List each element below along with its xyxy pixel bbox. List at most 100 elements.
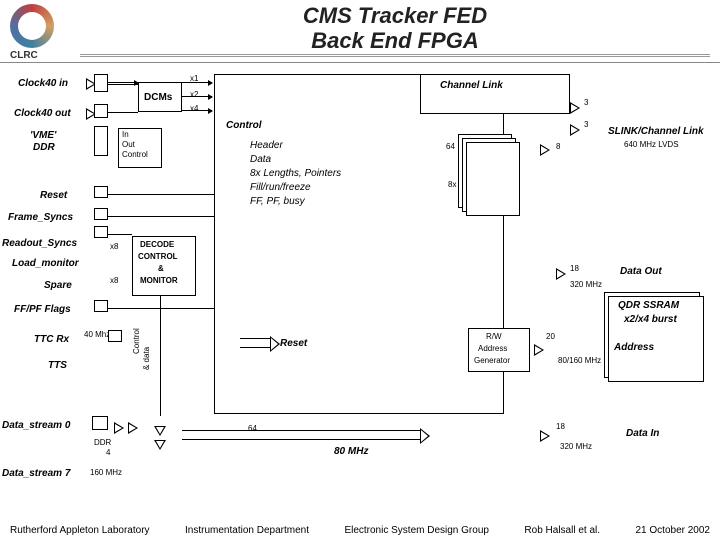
wire (108, 194, 214, 195)
footer-dept: Instrumentation Department (185, 525, 309, 536)
n-4b: 4 (106, 448, 110, 457)
buffer-icon (540, 144, 550, 156)
label-address: Address (614, 342, 654, 353)
wide-arrow-ds (182, 430, 422, 440)
label-reset: Reset (40, 190, 67, 201)
pad-box (94, 126, 108, 156)
label-qdr1: QDR SSRAM (618, 300, 679, 311)
pad-box (92, 416, 108, 430)
buffer-icon (114, 422, 124, 434)
n-ddr160a: DDR (94, 438, 111, 447)
label-rw1: R/W (486, 332, 502, 341)
title-line2: Back End FPGA (80, 29, 710, 53)
wire (108, 112, 138, 113)
label-ds7: Data_stream 7 (2, 468, 70, 479)
n-20: 20 (546, 332, 555, 341)
label-320a: 320 MHz (570, 280, 602, 289)
pad-box (108, 330, 122, 342)
label-reset2: Reset (280, 338, 307, 349)
logo: CLRC (10, 4, 70, 58)
label-x1: x1 (190, 74, 198, 83)
label-control-big: Control (226, 120, 262, 131)
logo-text: CLRC (10, 50, 70, 61)
label-header: Header (250, 140, 283, 151)
wire (108, 308, 214, 309)
pad-box (94, 186, 108, 198)
n-40mhz: 40 Mhz (84, 330, 110, 339)
n-160mhz: 160 MHz (90, 468, 122, 477)
label-ctrl: CONTROL (138, 252, 178, 261)
label-lens: 8x Lengths, Pointers (250, 168, 341, 179)
label-amp: & (158, 264, 164, 273)
buffer-down-icon (154, 440, 166, 450)
buffer-icon (534, 344, 544, 356)
label-ttc-rx: TTC Rx (34, 334, 69, 345)
buffer-icon (570, 102, 580, 114)
label-ffpfbusy: FF, PF, busy (250, 196, 305, 207)
diagram: Clock40 in Clock40 out 'VME' DDR Reset F… (0, 70, 720, 500)
wide-arrow (240, 338, 272, 348)
label-out: Out (122, 140, 135, 149)
label-vme: 'VME' (30, 130, 56, 141)
label-clock40-in: Clock40 in (18, 78, 68, 89)
label-in: In (122, 130, 129, 139)
label-load-monitor: Load_monitor (12, 258, 79, 269)
n-64a: 64 (446, 142, 455, 151)
wire (108, 84, 138, 85)
label-80mhz: 80 MHz (334, 446, 368, 457)
n-x8c: x8 (110, 242, 118, 251)
n-3a: 3 (584, 98, 588, 107)
label-tts: TTS (48, 360, 67, 371)
label-slink: SLINK/Channel Link (608, 126, 704, 137)
label-fill: Fill/run/freeze (250, 182, 311, 193)
label-ddr: DDR (33, 142, 55, 153)
wire (108, 216, 214, 217)
n-18a: 18 (570, 264, 579, 273)
buffer-icon (540, 430, 550, 442)
reg-stack-front (466, 142, 520, 216)
label-monitor: MONITOR (140, 276, 178, 285)
buffer-icon (570, 124, 580, 136)
buffer-down-icon (154, 426, 166, 436)
title-area: CMS Tracker FED Back End FPGA (80, 4, 710, 57)
footer: Rutherford Appleton Laboratory Instrumen… (0, 525, 720, 536)
buffer-icon (128, 422, 138, 434)
label-control: Control (122, 150, 148, 159)
n-8x: 8x (448, 180, 456, 189)
label-spare: Spare (44, 280, 72, 291)
wire (160, 296, 161, 416)
label-readout-syncs: Readout_Syncs (2, 238, 77, 249)
header: CLRC CMS Tracker FED Back End FPGA (0, 0, 720, 63)
label-data: Data (250, 154, 271, 165)
label-frame-syncs: Frame_Syncs (8, 212, 73, 223)
label-ctrldata: & data (142, 347, 151, 370)
label-decode: DECODE (140, 240, 174, 249)
label-x2: x2 (190, 90, 198, 99)
label-ds0: Data_stream 0 (2, 420, 70, 431)
label-chlink: Channel Link (440, 80, 503, 91)
footer-date: 21 October 2002 (635, 525, 710, 536)
wire (108, 234, 132, 235)
n-8c: 8 (556, 142, 560, 151)
label-80160: 80/160 MHz (558, 356, 601, 365)
label-dcms: DCMs (144, 92, 172, 103)
n-3b: 3 (584, 120, 588, 129)
footer-group: Electronic System Design Group (344, 525, 489, 536)
label-dataout: Data Out (620, 266, 662, 277)
logo-swirl-icon (10, 4, 54, 48)
footer-author: Rob Halsall et al. (524, 525, 600, 536)
label-clock40-out: Clock40 out (14, 108, 71, 119)
label-qdr2: x2/x4 burst (624, 314, 677, 325)
n-18b: 18 (556, 422, 565, 431)
pad-box (94, 74, 108, 92)
wire (108, 82, 138, 83)
label-rw3: Generator (474, 356, 510, 365)
label-ffpf-flags: FF/PF Flags (14, 304, 71, 315)
pad-box (94, 104, 108, 118)
label-ctrlbus: Control (132, 328, 141, 354)
label-320b: 320 MHz (560, 442, 592, 451)
n-x8d: x8 (110, 276, 118, 285)
label-x4: x4 (190, 104, 198, 113)
label-datain: Data In (626, 428, 659, 439)
pad-box (94, 208, 108, 220)
